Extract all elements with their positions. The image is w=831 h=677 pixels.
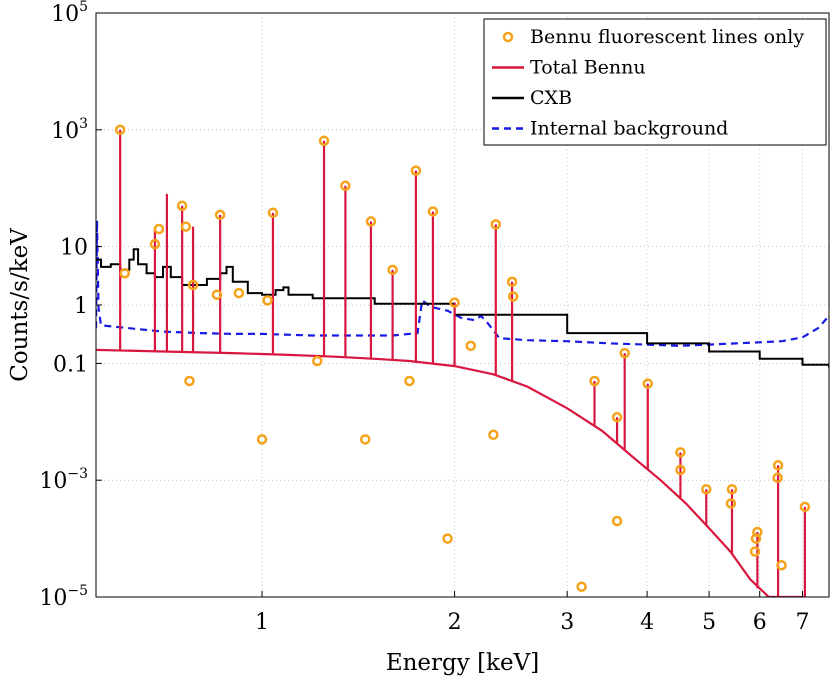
fluorescent-marker xyxy=(153,223,165,235)
fluorescent-marker xyxy=(507,291,519,302)
y-tick-label: 105 xyxy=(51,0,88,27)
fluorescent-marker xyxy=(214,209,226,221)
legend-entry-internal-background: Internal background xyxy=(492,118,728,140)
legend-box xyxy=(483,18,827,146)
fluorescent-marker xyxy=(256,434,268,445)
fluorescent-marker xyxy=(442,533,453,544)
fluorescent-marker xyxy=(611,411,623,423)
y-tick-label: 103 xyxy=(51,116,88,144)
legend: Bennu fluorescent lines only Total Bennu… xyxy=(483,18,827,146)
fluorescent-marker xyxy=(772,460,784,471)
total-bennu-continuum xyxy=(96,348,803,597)
legend-marker-icon xyxy=(502,31,514,43)
y-tick-label: 0.1 xyxy=(53,352,88,377)
fluorescent-marker xyxy=(749,546,761,557)
y-tick-label: 10−3 xyxy=(39,466,88,494)
fluorescent-marker xyxy=(180,221,192,232)
fluorescent-marker xyxy=(318,135,330,146)
fluorescent-marker xyxy=(387,264,398,276)
fluorescent-marker xyxy=(701,483,712,495)
x-axis-label: Energy [keV] xyxy=(386,650,539,676)
fluorescent-marker xyxy=(184,375,195,387)
fluorescent-marker xyxy=(611,515,623,527)
x-tick-label: 5 xyxy=(702,610,716,635)
fluorescent-marker xyxy=(427,206,439,217)
x-tick-label: 4 xyxy=(640,610,654,635)
fluorescent-marker xyxy=(576,581,587,592)
fluorescent-marker xyxy=(752,526,763,538)
y-tick-label: 10 xyxy=(60,236,88,261)
x-tick-label: 3 xyxy=(560,610,574,635)
fluorescent-marker xyxy=(176,200,188,212)
fluorescent-marker xyxy=(506,276,518,288)
fluorescent-marker xyxy=(776,559,787,571)
fluorescent-marker xyxy=(675,464,686,476)
x-tick-label: 2 xyxy=(448,610,462,635)
fluorescent-marker xyxy=(114,124,126,136)
fluorescent-marker xyxy=(449,297,460,308)
fluorescent-marker xyxy=(187,279,199,291)
fluorescent-marker xyxy=(642,378,654,389)
fluorescent-marker xyxy=(312,355,323,367)
legend-entry-total-bennu: Total Bennu xyxy=(492,57,646,79)
fluorescent-marker xyxy=(675,447,686,458)
fluorescent-marker xyxy=(267,207,279,218)
fluorescent-marker xyxy=(211,289,223,300)
x-tick-label: 7 xyxy=(796,610,810,635)
legend-label: Bennu fluorescent lines only xyxy=(530,26,804,48)
x-tick-label: 6 xyxy=(753,610,767,635)
fluorescent-marker xyxy=(799,501,811,513)
plot-series xyxy=(96,124,829,597)
y-axis-label: Counts/s/keV xyxy=(7,228,33,382)
legend-label: Internal background xyxy=(530,118,728,140)
fluorescent-marker xyxy=(233,287,245,299)
fluorescent-marker xyxy=(726,483,738,495)
fluorescent-marker xyxy=(490,219,502,230)
x-tick-labels: 1 2 3 4 5 6 7 xyxy=(255,591,810,635)
cxb-line xyxy=(96,248,829,368)
fluorescent-marker xyxy=(119,267,131,279)
fluorescent-marker xyxy=(410,165,422,176)
fluorescent-marker xyxy=(365,216,377,227)
legend-label: CXB xyxy=(530,87,572,109)
fluorescent-marker xyxy=(360,434,371,445)
legend-entry-fluorescent: Bennu fluorescent lines only xyxy=(502,26,804,48)
fluorescent-marker xyxy=(772,472,783,484)
fluorescent-marker xyxy=(340,180,351,192)
fluorescent-marker xyxy=(404,375,415,387)
plot-area xyxy=(96,124,829,597)
legend-entry-cxb: CXB xyxy=(492,87,572,109)
fluorescent-marker xyxy=(488,429,499,441)
fluorescent-marker xyxy=(149,238,161,250)
legend-label: Total Bennu xyxy=(530,57,646,79)
fluorescent-marker xyxy=(619,347,630,359)
y-tick-label: 1 xyxy=(74,294,88,319)
fluorescent-marker xyxy=(725,498,737,509)
fluorescent-marker xyxy=(262,295,273,306)
fluorescent-marker xyxy=(589,375,600,387)
x-tick-label: 1 xyxy=(255,610,269,635)
y-tick-label: 10−5 xyxy=(39,583,88,611)
fluorescent-marker xyxy=(465,340,477,352)
